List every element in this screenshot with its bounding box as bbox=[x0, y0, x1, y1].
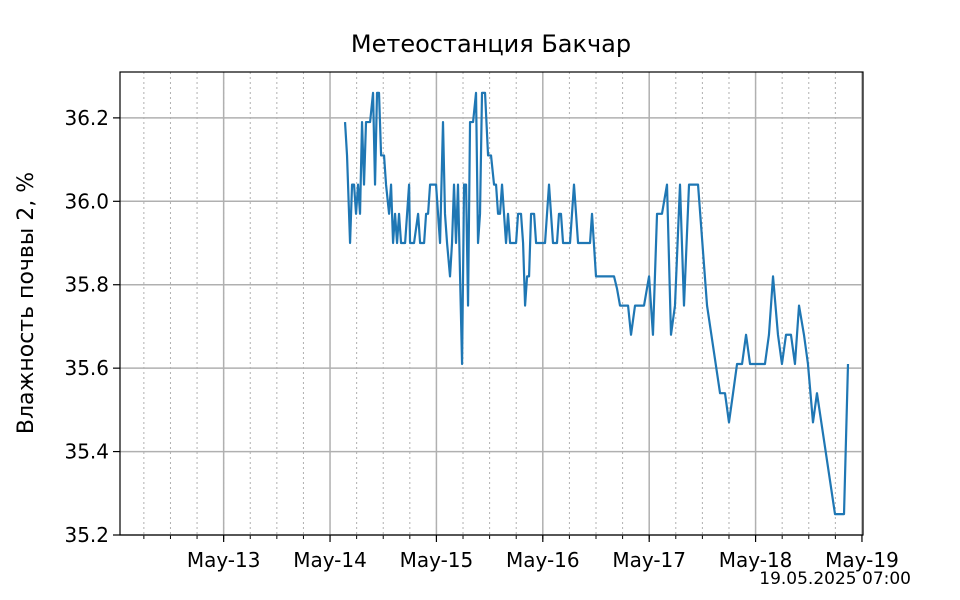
x-tick-label: May-17 bbox=[612, 548, 686, 572]
y-tick-label: 36.0 bbox=[64, 189, 109, 213]
x-tick-label: May-18 bbox=[719, 548, 793, 572]
data-line bbox=[343, 91, 850, 516]
plot-frame bbox=[119, 71, 864, 536]
x-tick-label: May-15 bbox=[400, 548, 474, 572]
y-tick-label: 35.6 bbox=[64, 356, 109, 380]
y-tick-label: 35.8 bbox=[64, 273, 109, 297]
y-tick-label: 36.2 bbox=[64, 106, 109, 130]
x-tick-label: May-16 bbox=[506, 548, 580, 572]
y-axis-label: Влажность почвы 2, % bbox=[14, 172, 39, 434]
x-tick-label: May-19 bbox=[825, 548, 899, 572]
chart-title: Метеостанция Бакчар bbox=[351, 30, 631, 58]
annotation: 19.05.2025 07:00 bbox=[759, 569, 911, 589]
y-tick-label: 35.4 bbox=[64, 440, 109, 464]
x-tick-label: May-14 bbox=[293, 548, 367, 572]
x-tick-label: May-13 bbox=[187, 548, 261, 572]
y-tick-label: 35.2 bbox=[64, 523, 109, 547]
